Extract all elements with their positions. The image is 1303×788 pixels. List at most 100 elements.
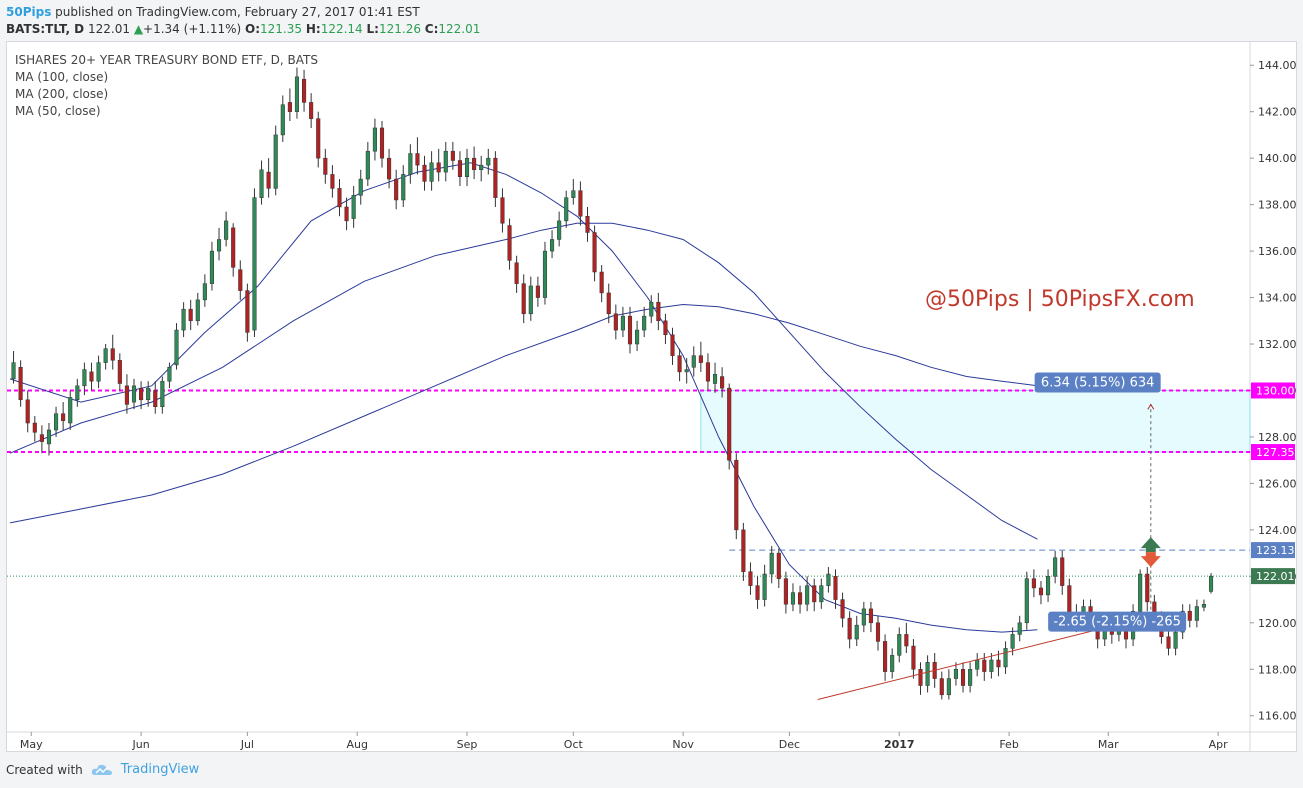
candle-body-128 — [918, 669, 923, 686]
indicator-legend-2: MA (50, close) — [15, 104, 101, 118]
candle-body-12 — [96, 362, 101, 382]
candle-body-18 — [139, 387, 144, 401]
y-tick-label-116.00: 116.00 — [1258, 710, 1296, 723]
price-tag-123.13: 123.13 — [1256, 544, 1295, 557]
candle-body-66 — [479, 164, 484, 171]
candle-body-91 — [656, 301, 661, 322]
candle-body-110 — [790, 592, 796, 605]
candle-body-61 — [443, 150, 448, 173]
candle-body-26 — [195, 299, 200, 322]
candle-body-99 — [712, 373, 718, 384]
candle-body-112 — [805, 585, 810, 605]
candle-body-22 — [167, 367, 172, 382]
candle-body-35 — [259, 169, 264, 198]
candle-body-13 — [103, 348, 108, 363]
x-tick-label-Mar: Mar — [1098, 738, 1119, 751]
price-chart[interactable]: 6.34 (5.15%) 634 -2.65 (-2.15%) -265 116.0… — [7, 42, 1296, 751]
x-tick-label-Dec: Dec — [779, 738, 800, 751]
x-tick-label-2017: 2017 — [884, 738, 915, 751]
candle-body-19 — [146, 387, 151, 401]
open-value: 121.35 — [260, 22, 303, 36]
candle-body-52 — [379, 127, 385, 159]
candle-body-50 — [365, 150, 370, 180]
x-tick-label-Jun: Jun — [131, 738, 149, 751]
candle-body-78 — [564, 197, 569, 222]
candle-body-147 — [1053, 557, 1058, 577]
candle-body-32 — [238, 269, 243, 291]
close-label: C: — [424, 22, 439, 36]
candle-body-132 — [946, 678, 951, 696]
y-tick-label-128.00: 128.00 — [1258, 431, 1296, 444]
candle-body-20 — [153, 390, 158, 407]
candle-body-129 — [925, 662, 930, 686]
candle-body-72 — [521, 283, 526, 315]
candle-body-46 — [337, 188, 342, 208]
candle-body-10 — [82, 369, 87, 387]
candle-body-133 — [953, 669, 958, 679]
candle-body-164 — [1173, 631, 1178, 649]
price-tag-bg-127.35 — [1251, 444, 1295, 461]
candle-body-4 — [39, 434, 44, 442]
candle-body-105 — [755, 585, 760, 600]
candle-body-167 — [1194, 606, 1199, 621]
candle-body-51 — [372, 127, 377, 152]
chart-panel[interactable]: 6.34 (5.15%) 634 -2.65 (-2.15%) -265 116.0… — [6, 41, 1297, 752]
candle-body-108 — [776, 552, 781, 579]
candle-body-23 — [174, 329, 179, 366]
watermark-text: @50Pips | 50PipsFX.com — [925, 287, 1195, 312]
candle-body-11 — [89, 371, 94, 382]
candle-body-6 — [54, 413, 59, 431]
x-tick-label-Jul: Jul — [240, 738, 254, 751]
measure-up-label: 6.34 (5.15%) 634 — [1041, 376, 1154, 391]
candle-body-95 — [684, 369, 689, 373]
high-value: 122.14 — [320, 22, 363, 36]
candle-body-107 — [769, 552, 774, 575]
candle-body-47 — [344, 206, 349, 222]
candle-body-103 — [741, 529, 746, 572]
candle-body-55 — [401, 174, 406, 201]
candle-body-0 — [11, 362, 16, 380]
candle-body-113 — [812, 585, 817, 603]
candle-body-49 — [358, 178, 363, 196]
publisher-username[interactable]: 50Pips — [6, 5, 52, 19]
change-up-icon: ▲ — [133, 22, 144, 36]
candle-body-126 — [904, 634, 909, 647]
tradingview-link[interactable]: TradingView — [120, 762, 200, 777]
y-tick-label-142.00: 142.00 — [1258, 106, 1296, 119]
candle-body-73 — [528, 285, 533, 315]
candle-body-8 — [68, 397, 73, 424]
candle-body-28 — [209, 250, 214, 284]
footer: Created with TradingView — [6, 762, 199, 777]
measure-up-label-bg — [1034, 372, 1161, 393]
y-tick-label-138.00: 138.00 — [1258, 199, 1296, 212]
x-tick-label-May: May — [20, 738, 43, 751]
candle-body-71 — [514, 262, 519, 284]
indicator-legend-1: MA (200, close) — [15, 87, 108, 101]
low-value: 121.26 — [378, 22, 421, 36]
x-tick-label-Feb: Feb — [999, 738, 1018, 751]
candle-body-160 — [1145, 573, 1150, 603]
candle-body-104 — [748, 571, 753, 586]
ohlc-line: BATS:TLT, D 122.01 ▲+1.34 (+1.11%) O:121… — [6, 22, 480, 36]
candle-body-92 — [663, 320, 668, 335]
x-tick-label-Sep: Sep — [457, 738, 478, 751]
candle-body-75 — [542, 250, 548, 298]
candle-body-163 — [1166, 636, 1171, 649]
candle-body-100 — [720, 376, 725, 389]
candle-body-118 — [847, 617, 852, 640]
support-trendline — [817, 617, 1144, 700]
candle-body-127 — [911, 645, 916, 670]
high-label: H: — [305, 22, 321, 36]
candle-body-30 — [224, 220, 229, 240]
candle-body-115 — [826, 573, 831, 586]
candle-body-63 — [457, 160, 462, 177]
candle-body-145 — [1038, 587, 1044, 596]
y-tick-label-136.00: 136.00 — [1258, 245, 1296, 258]
measure-up-arrowhead — [1147, 403, 1155, 410]
y-tick-label-132.00: 132.00 — [1258, 338, 1296, 351]
candle-body-31 — [231, 227, 236, 268]
candle-body-146 — [1046, 576, 1051, 596]
candle-body-159 — [1138, 573, 1143, 612]
candle-body-62 — [450, 150, 455, 161]
low-label: L: — [366, 22, 379, 36]
